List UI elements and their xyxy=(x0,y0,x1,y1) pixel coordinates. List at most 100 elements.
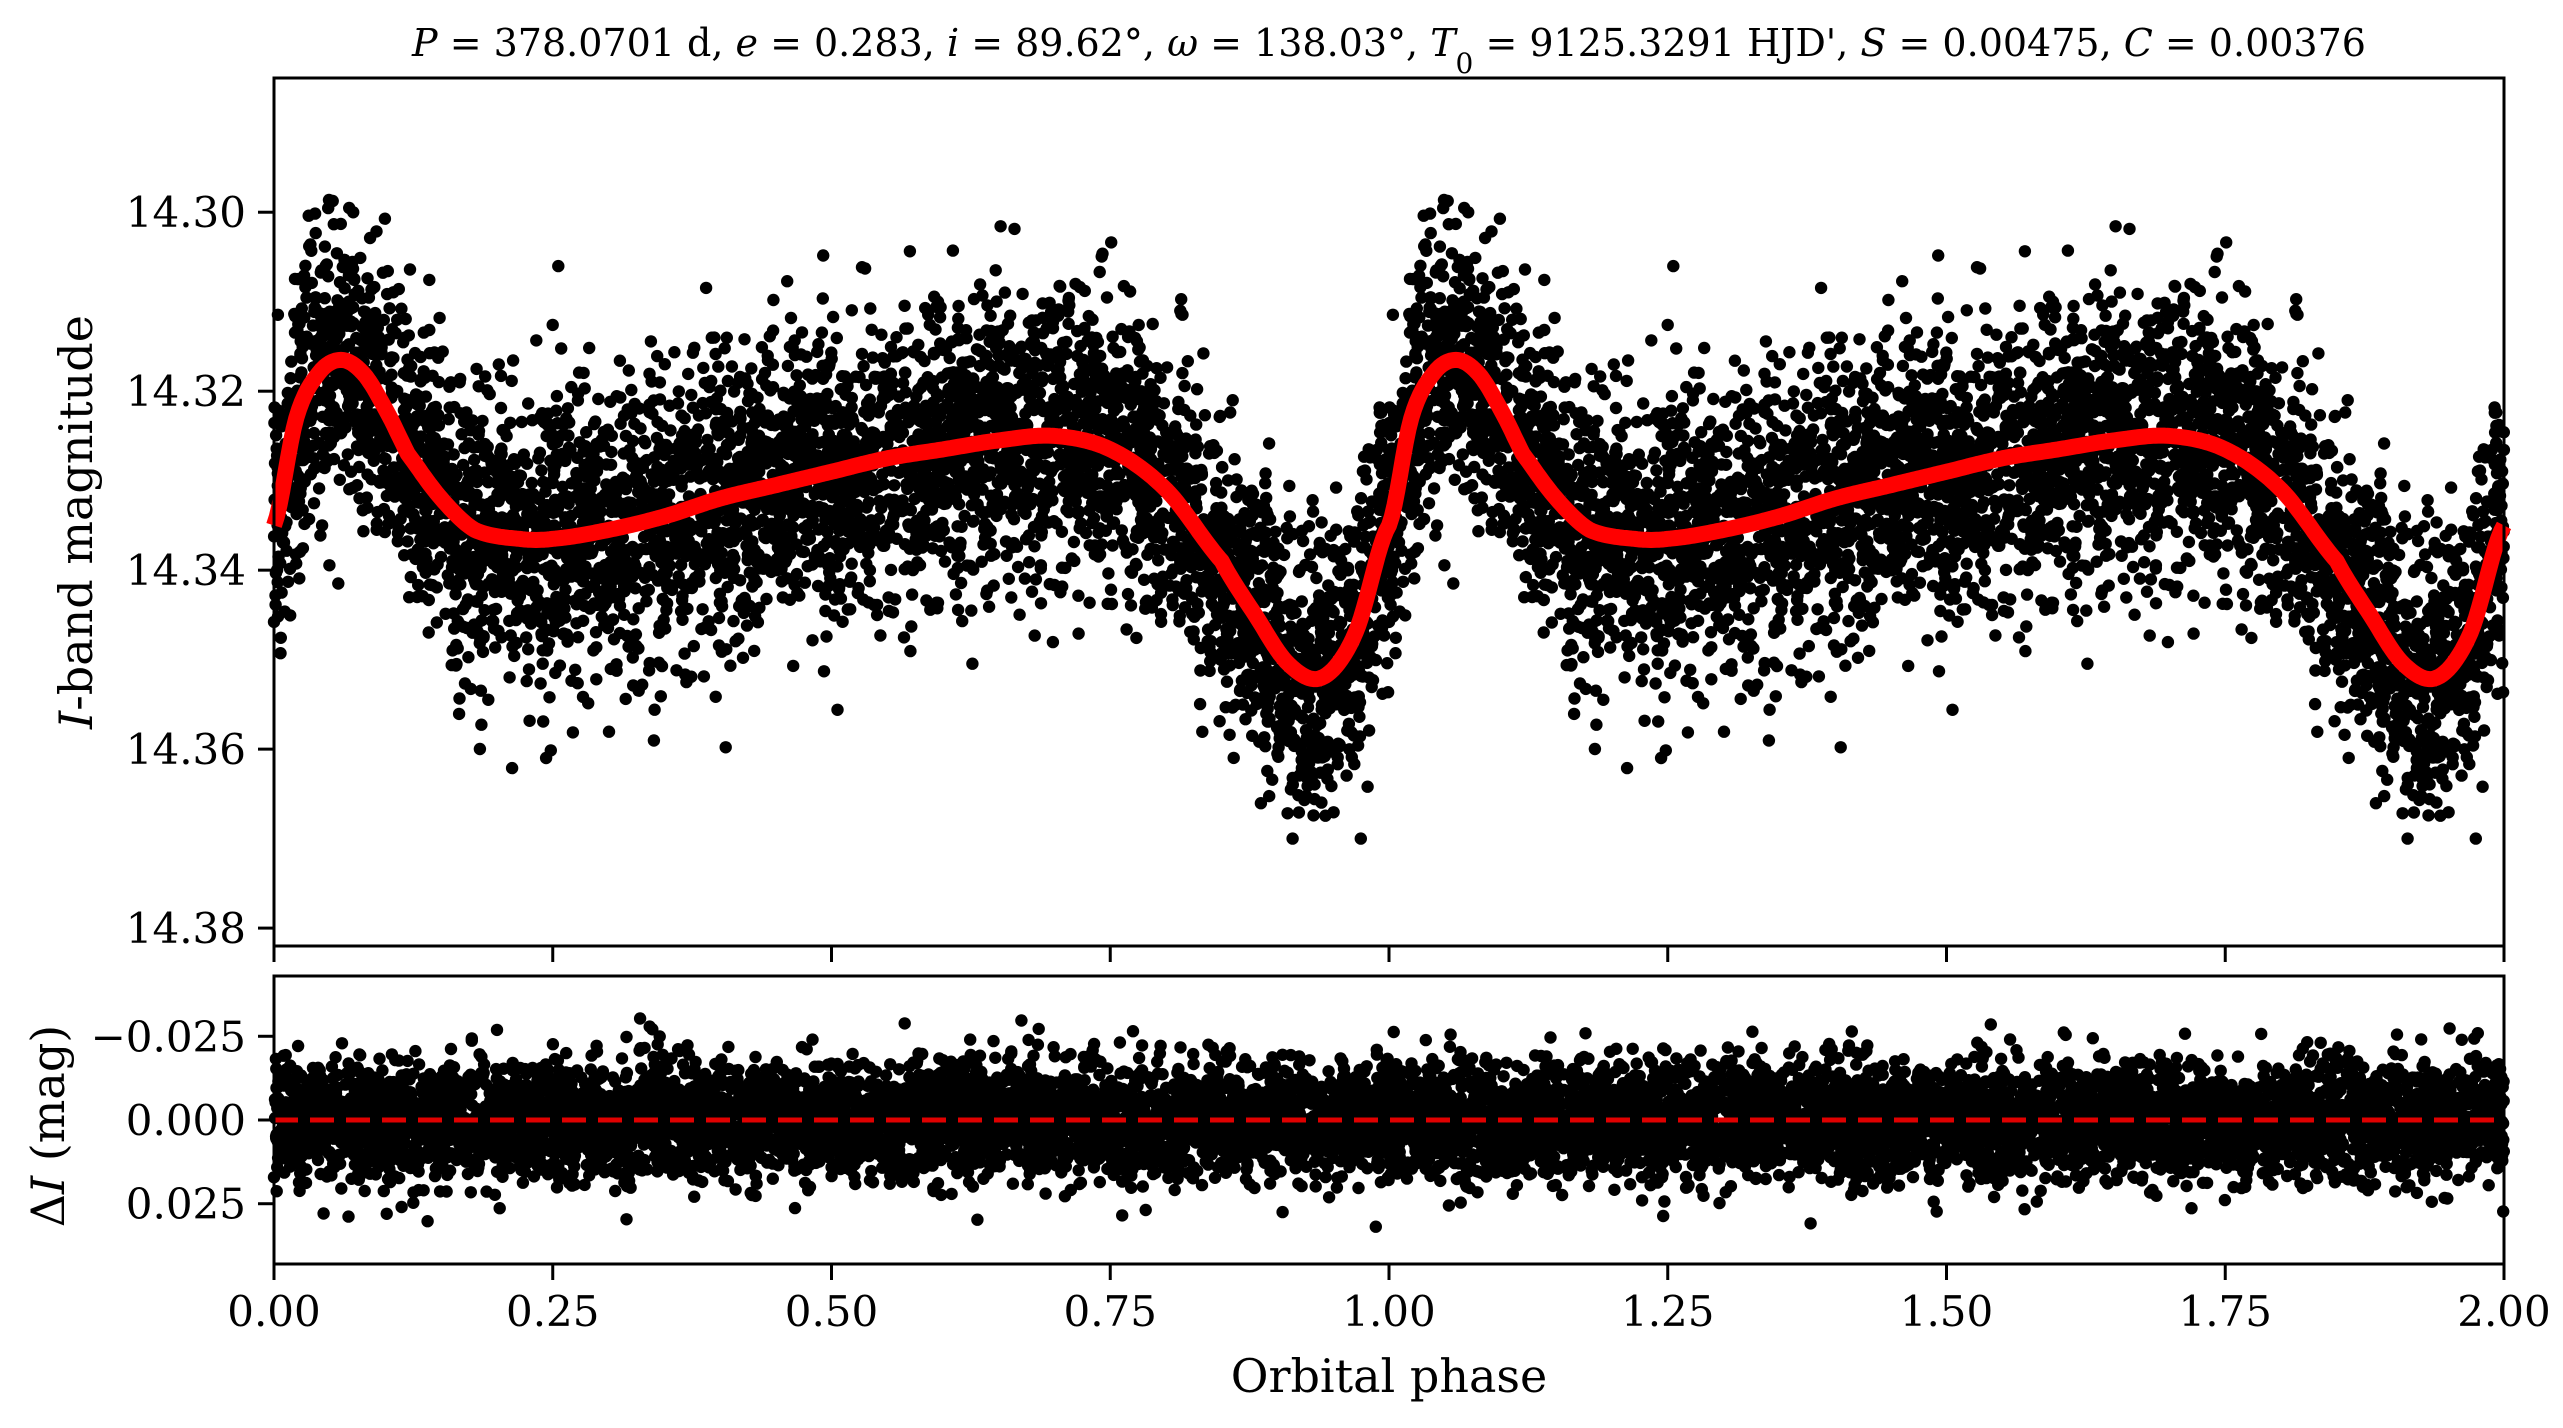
data-point xyxy=(855,347,869,361)
data-point xyxy=(1650,464,1663,477)
data-point xyxy=(1811,603,1824,616)
data-point xyxy=(1354,832,1368,845)
data-point xyxy=(725,360,739,373)
data-point xyxy=(1970,347,1984,361)
data-point xyxy=(552,259,565,273)
data-point xyxy=(1932,249,1945,262)
data-point xyxy=(1130,631,1143,645)
data-point xyxy=(1959,603,1972,616)
data-point xyxy=(1126,543,1139,556)
data-point xyxy=(1281,807,1294,820)
data-point xyxy=(1946,703,1959,716)
data-point xyxy=(965,604,978,617)
data-point xyxy=(1510,302,1523,315)
data-point xyxy=(1842,614,1855,628)
data-point xyxy=(668,346,681,359)
data-point xyxy=(1896,359,1910,373)
data-point xyxy=(1462,206,1475,219)
data-point xyxy=(2421,505,2435,518)
data-point xyxy=(781,275,794,288)
data-point xyxy=(2235,623,2248,636)
data-point xyxy=(1213,715,1226,728)
data-point xyxy=(1306,505,1320,518)
data-point xyxy=(522,397,535,410)
data-point xyxy=(475,718,488,731)
data-point xyxy=(2469,832,2482,845)
data-point xyxy=(905,588,919,601)
data-point xyxy=(2343,453,2356,466)
data-point xyxy=(1011,560,1025,574)
data-point xyxy=(1882,293,1895,307)
data-point xyxy=(1184,409,1197,422)
data-point xyxy=(2221,330,2234,343)
data-point xyxy=(2220,236,2233,249)
data-point xyxy=(647,734,661,747)
data-point xyxy=(2476,780,2489,793)
data-point xyxy=(767,293,780,307)
data-point xyxy=(2305,418,2318,431)
data-point xyxy=(403,263,417,276)
data-point xyxy=(2290,293,2303,306)
data-point xyxy=(1783,346,1796,359)
data-point xyxy=(1800,388,1813,402)
data-point xyxy=(284,609,297,622)
data-point xyxy=(1519,570,1533,584)
data-point xyxy=(781,359,795,373)
data-point xyxy=(2430,516,2443,529)
data-point xyxy=(2019,644,2032,658)
data-point xyxy=(2120,591,2133,604)
data-point xyxy=(2020,588,2034,601)
data-point xyxy=(2128,608,2141,621)
data-point xyxy=(1201,623,1215,636)
data-point xyxy=(318,292,331,305)
data-point xyxy=(2308,697,2322,711)
data-point xyxy=(1262,437,1276,450)
data-point xyxy=(685,388,698,402)
data-point xyxy=(2293,379,2306,393)
data-point xyxy=(1840,360,1854,373)
data-point xyxy=(1979,302,1992,315)
data-point xyxy=(2169,586,2182,599)
data-point xyxy=(1829,384,1842,397)
data-point xyxy=(2143,540,2156,553)
data-point xyxy=(1698,341,1711,355)
data-point xyxy=(2149,559,2163,572)
data-point xyxy=(1029,314,1043,327)
data-point xyxy=(604,458,618,471)
data-point xyxy=(870,608,884,622)
data-point xyxy=(494,401,508,415)
data-point xyxy=(1978,575,1992,588)
data-point xyxy=(583,341,596,355)
data-point xyxy=(1438,559,1451,572)
data-point xyxy=(1769,690,1783,703)
data-point xyxy=(1664,666,1677,680)
data-point xyxy=(2241,543,2254,556)
data-point xyxy=(1178,379,1191,393)
data-point xyxy=(1759,335,1773,348)
data-point xyxy=(830,331,843,345)
data-point xyxy=(489,641,502,654)
data-point xyxy=(938,555,952,568)
data-point xyxy=(697,361,710,375)
data-point xyxy=(1013,608,1026,621)
data-point xyxy=(1762,734,1776,747)
data-point xyxy=(1086,313,1099,326)
data-point xyxy=(1215,460,1229,474)
data-point xyxy=(2335,675,2349,688)
data-point xyxy=(1361,780,1374,793)
data-point xyxy=(1518,263,1532,276)
data-point xyxy=(453,692,466,705)
data-point xyxy=(2097,600,2111,613)
data-point xyxy=(2012,631,2026,644)
data-point xyxy=(2311,725,2324,738)
data-point xyxy=(844,603,857,616)
data-point xyxy=(790,369,803,382)
data-point xyxy=(1175,293,1188,306)
data-point xyxy=(1386,308,1400,321)
data-point xyxy=(2064,588,2078,601)
data-point xyxy=(1863,644,1876,658)
data-point xyxy=(1773,358,1787,371)
data-point xyxy=(570,617,583,630)
data-point xyxy=(1105,597,1119,611)
data-point xyxy=(709,347,722,361)
